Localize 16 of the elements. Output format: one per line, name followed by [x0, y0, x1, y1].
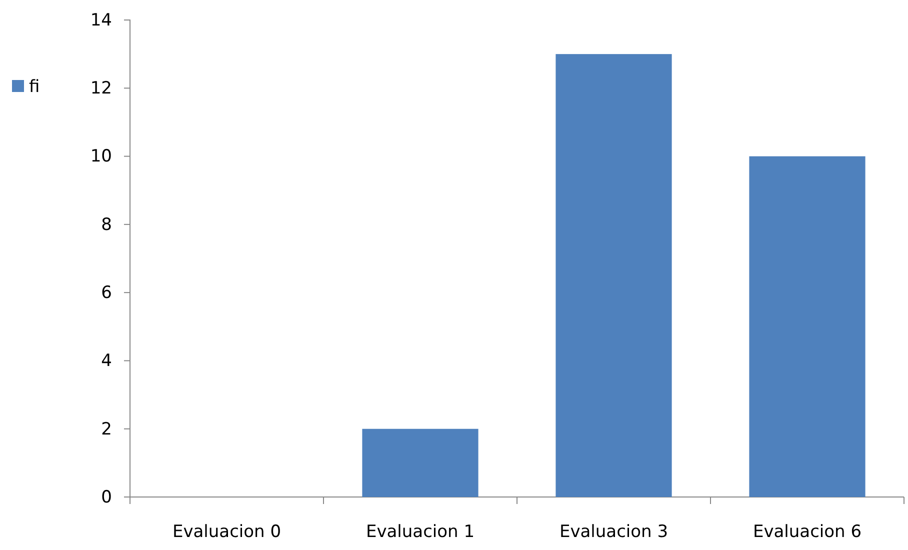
y-tick-label: 12: [90, 78, 112, 99]
bar: [749, 156, 866, 497]
y-tick-label: 10: [90, 146, 112, 167]
x-tick-label: Evaluacion 0: [172, 522, 282, 542]
legend-label: fi: [29, 77, 40, 97]
bar: [362, 428, 478, 497]
bar: [556, 54, 672, 497]
y-tick-label: 6: [101, 283, 112, 304]
x-tick-label: Evaluacion 6: [752, 522, 862, 542]
y-tick-label: 2: [101, 419, 112, 440]
y-tick-label: 0: [101, 487, 112, 508]
y-tick-label: 14: [90, 10, 112, 30]
y-tick-label: 4: [101, 351, 112, 372]
y-tick-label: 8: [101, 214, 112, 235]
x-tick-label: Evaluacion 1: [366, 522, 475, 542]
x-tick-label: Evaluacion 3: [559, 522, 668, 542]
